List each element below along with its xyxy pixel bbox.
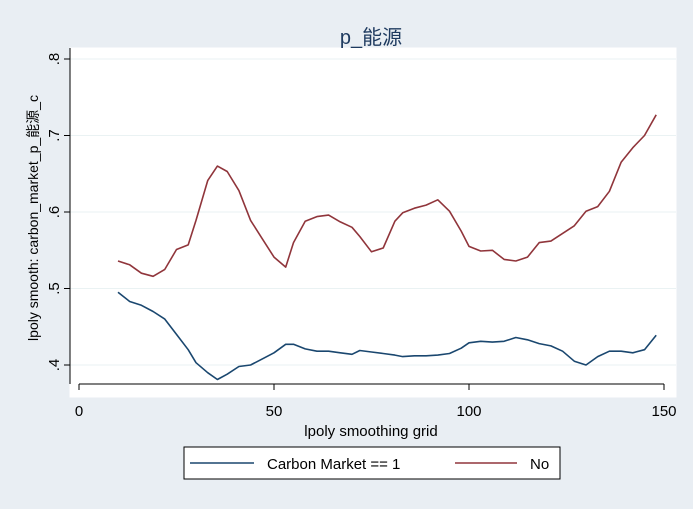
legend-label-no: No: [530, 456, 549, 473]
y-tick-label: .5: [46, 282, 63, 295]
x-tick-label: 150: [651, 403, 676, 420]
legend: Carbon Market == 1 No: [183, 446, 561, 480]
x-tick-label: 100: [456, 403, 481, 420]
series-line-0: [117, 291, 657, 381]
plot-area: [69, 47, 677, 398]
legend-label-carbon-market: Carbon Market == 1: [267, 456, 400, 473]
series-lines: [117, 114, 657, 381]
y-tick-label: .4: [46, 359, 63, 372]
chart-title: p_能源: [340, 26, 402, 49]
y-axis-label: lpoly smooth: carbon_market_p_能源_c: [25, 95, 41, 341]
x-axis-label: lpoly smoothing grid: [304, 423, 437, 440]
x-tick-label: 50: [266, 403, 283, 420]
y-tick-label: .8: [46, 53, 63, 66]
series-line-1: [117, 114, 657, 278]
x-tick-label: 0: [75, 403, 83, 420]
axis-ticks: .4 .5 .6 .7 .8 0 50 100 150: [46, 53, 677, 420]
grid-lines: [70, 58, 676, 366]
y-tick-label: .6: [46, 206, 63, 219]
y-tick-label: .7: [46, 129, 63, 142]
